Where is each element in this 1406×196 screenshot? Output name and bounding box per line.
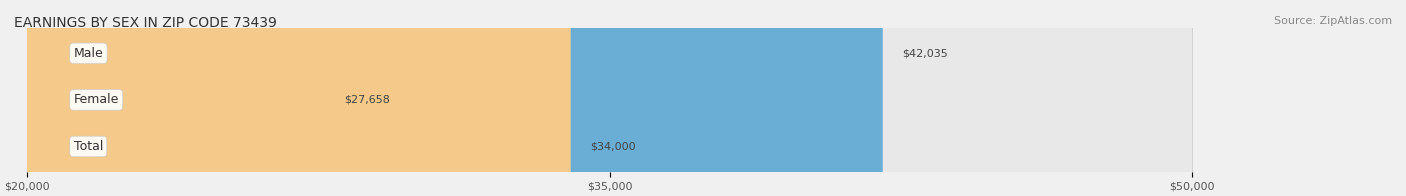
Text: EARNINGS BY SEX IN ZIP CODE 73439: EARNINGS BY SEX IN ZIP CODE 73439: [14, 16, 277, 30]
FancyBboxPatch shape: [27, 0, 883, 196]
Text: Source: ZipAtlas.com: Source: ZipAtlas.com: [1274, 16, 1392, 26]
FancyBboxPatch shape: [0, 0, 415, 196]
Text: $42,035: $42,035: [903, 48, 948, 58]
Text: Male: Male: [73, 47, 103, 60]
FancyBboxPatch shape: [27, 0, 1192, 196]
FancyBboxPatch shape: [27, 0, 1192, 196]
FancyBboxPatch shape: [27, 0, 1192, 196]
Text: $34,000: $34,000: [591, 142, 636, 152]
Text: $27,658: $27,658: [344, 95, 389, 105]
Text: Total: Total: [73, 140, 103, 153]
FancyBboxPatch shape: [27, 0, 571, 196]
Text: Female: Female: [73, 93, 120, 106]
